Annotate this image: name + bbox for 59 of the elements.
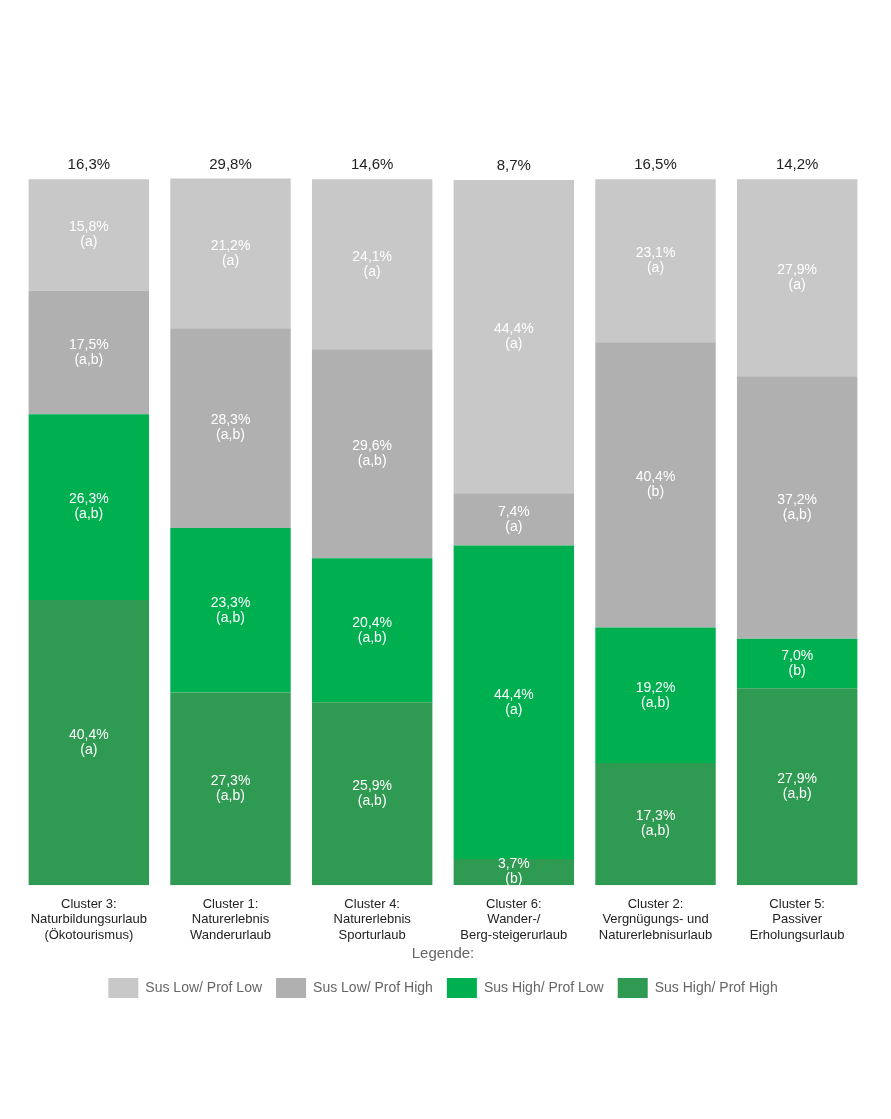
bar bbox=[28, 599, 150, 886]
bar bbox=[736, 638, 858, 689]
data-label: 44,4% (a) bbox=[493, 685, 534, 717]
legend-label: Sus Low/ Prof High bbox=[313, 978, 433, 995]
data-label: 19,2% (a,b) bbox=[635, 678, 676, 710]
bar bbox=[28, 290, 150, 415]
bar bbox=[736, 688, 858, 886]
data-label: 28,3% (a,b) bbox=[210, 411, 251, 443]
bar bbox=[170, 527, 291, 693]
bar bbox=[595, 627, 716, 764]
data-label: 17,3% (a,b) bbox=[635, 807, 676, 839]
bar bbox=[736, 179, 858, 377]
data-label: 27,3% (a,b) bbox=[210, 772, 251, 804]
bar bbox=[453, 179, 575, 494]
bar bbox=[311, 558, 433, 703]
x-tick-label: Cluster 5: Passiver Erholungsurlaub bbox=[749, 895, 845, 942]
bar bbox=[28, 179, 150, 291]
data-label: 7,4% (a) bbox=[497, 502, 530, 534]
data-label: 40,4% (a) bbox=[68, 725, 109, 757]
data-label: 25,9% (a,b) bbox=[352, 777, 393, 809]
text: 14,6% bbox=[350, 155, 394, 173]
data-label: 37,2% (a,b) bbox=[777, 490, 818, 522]
bar bbox=[595, 763, 716, 886]
data-label: 40,4% (b) bbox=[635, 468, 676, 500]
data-label: 29,6% (a,b) bbox=[352, 437, 393, 469]
bar bbox=[595, 342, 716, 628]
bar bbox=[311, 179, 433, 350]
x-tick-label: Cluster 6: Wander-/ Berg-steigerurlaub bbox=[460, 895, 568, 942]
text: 16,3% bbox=[67, 155, 111, 173]
data-label: 26,3% (a,b) bbox=[68, 490, 109, 522]
data-label: 3,7% (b) bbox=[497, 855, 530, 887]
legend-label: Sus High/ Prof Low bbox=[483, 978, 605, 995]
bar bbox=[453, 493, 575, 546]
x-tick-label: Cluster 4: Naturerlebnis Sporturlaub bbox=[333, 895, 412, 942]
text: 29,8% bbox=[209, 154, 252, 172]
bar bbox=[595, 179, 716, 343]
bar bbox=[736, 376, 858, 639]
text: 16,5% bbox=[634, 155, 677, 173]
bar bbox=[28, 414, 150, 600]
x-tick-label: Cluster 1: Naturerlebnis Wanderurlaub bbox=[189, 895, 272, 942]
data-label: 7,0% (b) bbox=[781, 646, 814, 678]
bar bbox=[311, 702, 433, 886]
legend-title: Legende: bbox=[411, 943, 475, 961]
data-label: 23,3% (a,b) bbox=[210, 593, 251, 625]
x-tick-label: Cluster 3: Naturbildungsurlaub (Ökotourismus) bbox=[30, 895, 148, 942]
bar bbox=[170, 328, 291, 528]
bar bbox=[453, 545, 575, 860]
legend-label: Sus Low/ Prof Low bbox=[145, 978, 263, 995]
legend-label: Sus High/ Prof High bbox=[654, 978, 778, 995]
text: 14,2% bbox=[775, 155, 819, 173]
data-label: 20,4% (a,b) bbox=[352, 613, 393, 645]
bar bbox=[170, 692, 291, 886]
data-label: 17,5% (a,b) bbox=[68, 335, 109, 367]
data-label: 27,9% (a,b) bbox=[777, 770, 818, 802]
bar bbox=[453, 859, 575, 886]
text: 8,7% bbox=[496, 156, 531, 174]
bar bbox=[311, 349, 433, 559]
x-tick-label: Cluster 2: Vergnügungs- und Naturerlebnisurlaub bbox=[598, 895, 713, 942]
bar bbox=[170, 178, 291, 329]
